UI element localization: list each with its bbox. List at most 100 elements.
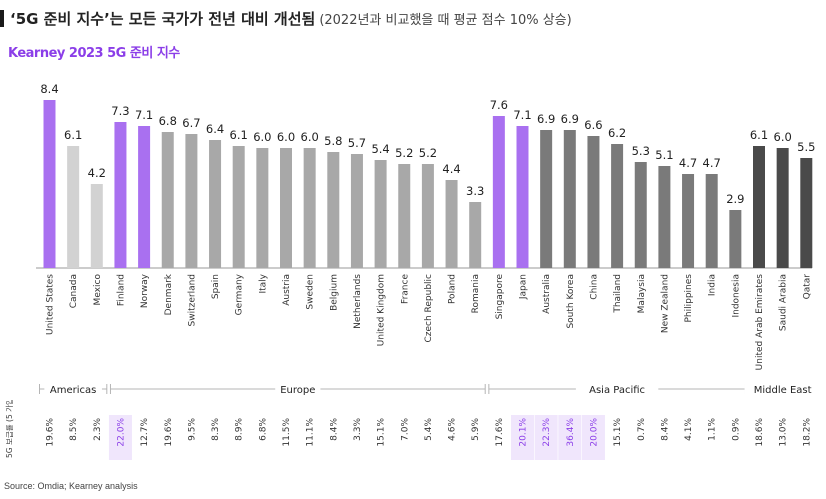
x-tick-label: Singapore (495, 274, 505, 320)
x-tick-label: Japan (519, 274, 529, 300)
x-tick-label: France (400, 274, 410, 304)
region-label-bg (44, 382, 102, 395)
penetration-label: 8.9% (235, 418, 245, 441)
data-label: 6.1 (750, 128, 768, 142)
x-tick-label: Sweden (306, 274, 316, 310)
region-label-bg (275, 382, 321, 395)
bar (209, 140, 222, 268)
bar (232, 146, 245, 268)
chart-title-text: ‘5G 준비 지수’는 모든 국가가 전년 대비 개선됨 (10, 10, 316, 28)
data-label: 4.4 (442, 162, 460, 176)
x-tick-label: United Kingdom (377, 274, 387, 346)
data-label: 6.1 (230, 128, 248, 142)
title-accent-bar (0, 10, 4, 27)
data-label: 7.1 (135, 108, 153, 122)
penetration-axis-label: 5G 보급률 (5 가입자 대비 점유율) (4, 400, 14, 458)
data-label: 6.7 (182, 116, 200, 130)
data-label: 6.8 (159, 114, 177, 128)
penetration-label: 8.5% (69, 418, 79, 441)
bar (611, 144, 624, 268)
penetration-label: 11.1% (306, 418, 316, 447)
bar (161, 132, 174, 268)
region-label: Middle East (754, 385, 812, 396)
penetration-label: 6.8% (258, 418, 268, 441)
x-tick-label: United Arab Emirates (755, 274, 765, 371)
bar (327, 152, 340, 268)
x-tick-label: Philippines (684, 274, 694, 323)
penetration-highlight-box (581, 415, 605, 460)
chart-title: ‘5G 준비 지수’는 모든 국가가 전년 대비 개선됨 (2022년과 비교했을… (10, 8, 572, 29)
penetration-label: 15.1% (613, 418, 623, 447)
bar (398, 164, 411, 268)
x-tick-label: Qatar (802, 274, 812, 300)
data-label: 6.9 (561, 112, 579, 126)
penetration-label: 11.5% (282, 418, 292, 447)
x-tick-label: Denmark (164, 273, 174, 315)
penetration-label: 3.3% (353, 418, 363, 441)
data-label: 5.3 (632, 144, 650, 158)
data-label: 5.2 (395, 146, 413, 160)
x-tick-label: Switzerland (187, 274, 197, 327)
bar (492, 116, 505, 268)
bar (90, 184, 103, 268)
penetration-label: 13.0% (779, 418, 789, 447)
bar (374, 160, 387, 268)
penetration-label: 20.1% (519, 418, 529, 447)
bar (540, 130, 553, 268)
data-label: 7.1 (513, 108, 531, 122)
penetration-label: 15.1% (377, 418, 387, 447)
x-tick-label: Saudi Arabia (779, 274, 789, 331)
x-tick-label: Norway (140, 273, 150, 308)
bar (682, 174, 695, 268)
x-tick-label: Czech Republic (424, 274, 434, 343)
bar (445, 180, 458, 268)
data-label: 5.5 (797, 140, 815, 154)
penetration-highlight-box (511, 415, 534, 460)
x-tick-label: Germany (235, 273, 245, 315)
x-tick-label: Poland (448, 274, 458, 304)
bar (303, 148, 316, 268)
data-label: 6.0 (301, 130, 319, 144)
data-label: 5.2 (419, 146, 437, 160)
penetration-label: 36.4% (566, 418, 576, 447)
x-tick-label: India (708, 274, 718, 296)
data-label: 7.3 (111, 104, 129, 118)
data-label: 5.1 (655, 148, 673, 162)
bar (516, 126, 529, 268)
region-label-bg (744, 382, 821, 395)
penetration-label: 18.2% (802, 418, 812, 447)
x-tick-label: Malaysia (637, 274, 647, 313)
data-label: 4.7 (703, 156, 721, 170)
penetration-label: 0.9% (731, 418, 741, 441)
penetration-label: 2.3% (93, 418, 103, 441)
region-label-bg (575, 382, 659, 395)
bar (280, 148, 292, 268)
bar (421, 164, 434, 268)
x-tick-label: Thailand (613, 274, 623, 314)
x-tick-label: Canada (69, 274, 79, 308)
bar (67, 146, 80, 268)
bar (185, 134, 198, 268)
bar (469, 202, 482, 268)
penetration-label: 22.0% (116, 418, 126, 447)
penetration-label: 7.0% (400, 418, 410, 441)
source-note: Source: Omdia; Kearney analysis (4, 481, 138, 491)
penetration-highlight-box (108, 415, 132, 460)
bar (776, 148, 789, 268)
x-tick-label: Austria (282, 274, 292, 306)
data-label: 6.0 (774, 130, 792, 144)
data-label: 4.7 (679, 156, 697, 170)
penetration-label: 19.6% (46, 418, 56, 447)
data-label: 6.4 (206, 122, 224, 136)
penetration-label: 5.4% (424, 418, 434, 441)
bar (114, 122, 127, 268)
penetration-label: 8.4% (660, 418, 670, 441)
data-label: 3.3 (466, 184, 484, 198)
x-tick-label: Mexico (93, 274, 103, 306)
x-tick-label: China (589, 274, 599, 300)
penetration-label: 4.6% (448, 418, 458, 441)
data-label: 6.1 (64, 128, 82, 142)
data-label: 6.6 (584, 118, 602, 132)
penetration-label: 4.1% (684, 418, 694, 441)
